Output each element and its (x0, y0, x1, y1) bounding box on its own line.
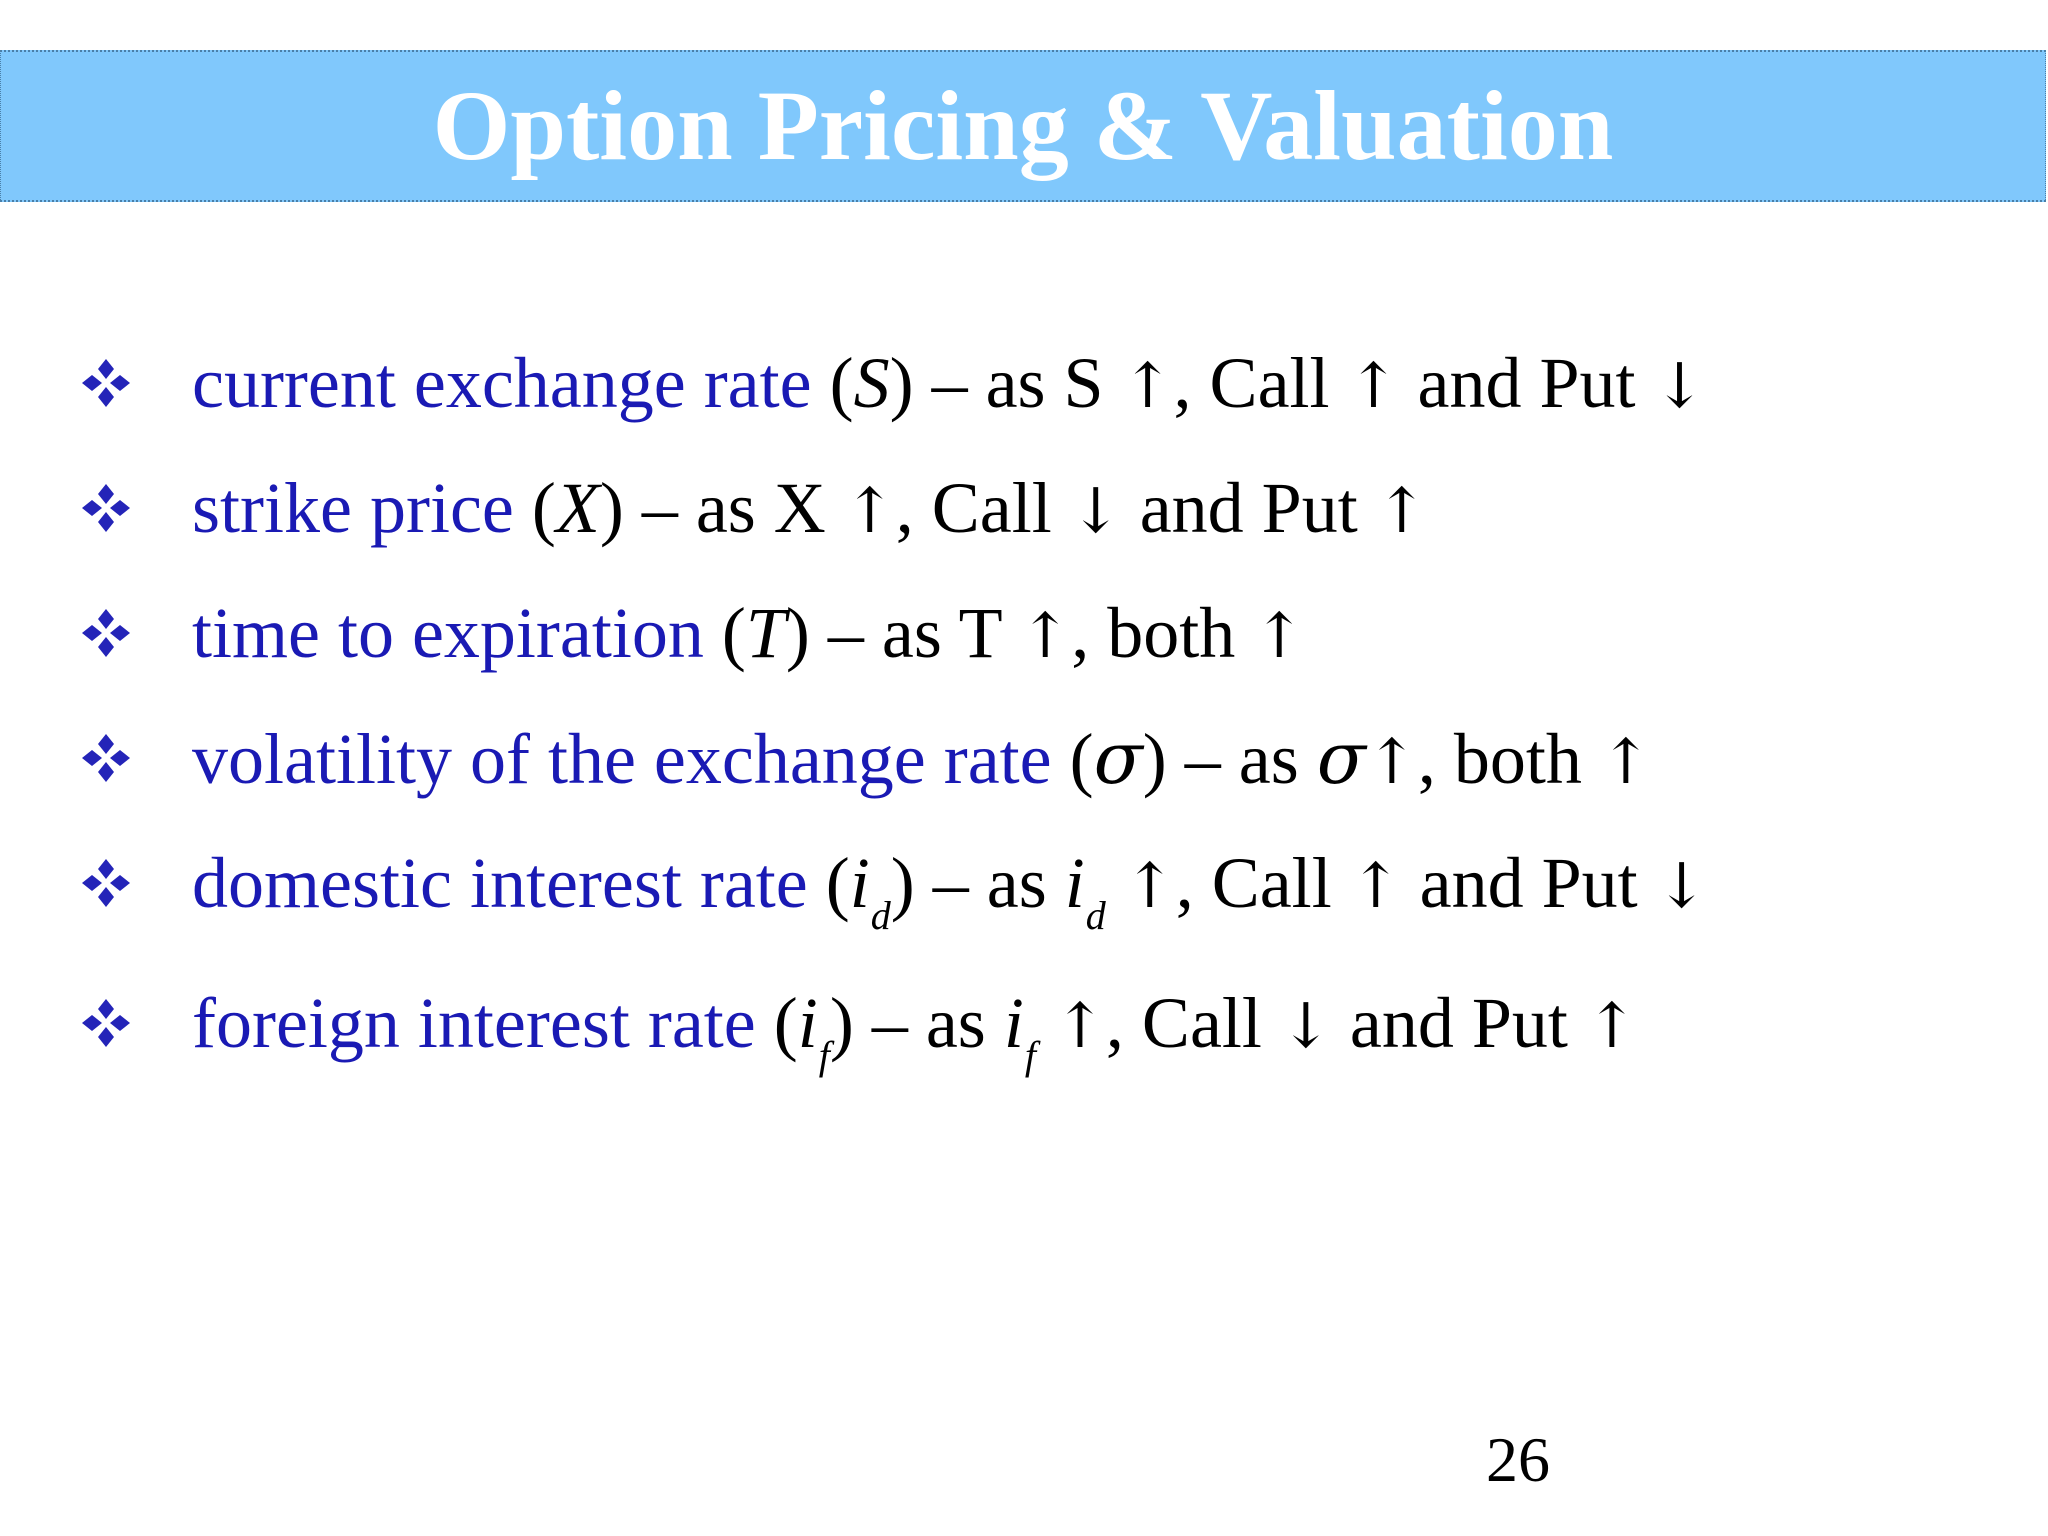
bullet-item-volatility: volatility of the exchange rate (σ) – as… (0, 708, 2048, 808)
bullet-term: domestic interest rate (192, 843, 808, 923)
close-paren: ) (1142, 719, 1167, 799)
bullet-symbol: σ (1093, 716, 1143, 800)
effect-text: , Call (895, 468, 1070, 548)
up-arrow-icon: ↑ (1347, 349, 1400, 422)
up-arrow-icon: ↑ (1121, 349, 1174, 422)
symbol-subscript: f (818, 1033, 830, 1078)
dash-as: – as (1166, 719, 1317, 799)
up-arrow-icon: ↑ (1365, 725, 1418, 798)
bullet-item-current-exchange-rate: current exchange rate (S) – as S ↑, Call… (0, 333, 2048, 433)
four-diamond-bullet-icon (82, 734, 130, 782)
bullet-term: volatility of the exchange rate (192, 719, 1052, 799)
dash-as: – as (809, 593, 959, 673)
close-paren: ) (889, 343, 914, 423)
bullet-variable: i (1003, 983, 1024, 1063)
open-paren: ( (1051, 719, 1094, 799)
bullet-variable: S (1063, 343, 1104, 423)
down-arrow-icon: ↓ (1069, 474, 1122, 547)
up-arrow-icon: ↑ (1123, 849, 1176, 922)
title-bar: Option Pricing & Valuation (0, 50, 2046, 202)
up-arrow-icon: ↑ (1253, 599, 1306, 672)
down-arrow-icon: ↓ (1655, 849, 1708, 922)
bullet-item-foreign-interest-rate: foreign interest rate (if) – as if ↑, Ca… (0, 973, 2048, 1078)
up-arrow-icon: ↑ (1599, 725, 1652, 798)
effect-text: , Call (1175, 843, 1350, 923)
bullet-variable: T (958, 593, 1002, 673)
open-paren: ( (807, 843, 850, 923)
bullet-variable: X (773, 468, 826, 548)
bullet-text: domestic interest rate (id) – as id ↑, C… (192, 833, 1708, 944)
bullet-term: time to expiration (192, 593, 704, 673)
bullet-text: strike price (X) – as X ↑, Call ↓ and Pu… (192, 458, 1428, 561)
bullet-text: time to expiration (T) – as T ↑, both ↑ (192, 583, 1305, 686)
bullet-symbol: S (853, 343, 890, 423)
slide-title: Option Pricing & Valuation (432, 70, 1614, 181)
open-paren: ( (703, 593, 746, 673)
bullet-text: volatility of the exchange rate (σ) – as… (192, 708, 1652, 812)
bullet-term: strike price (192, 468, 514, 548)
symbol-subscript: d (870, 893, 891, 938)
up-arrow-icon: ↑ (1585, 989, 1638, 1062)
close-paren: ) (890, 843, 915, 923)
close-paren: ) (599, 468, 624, 548)
effect-text: and Put (1399, 343, 1654, 423)
up-arrow-icon: ↑ (1019, 599, 1072, 672)
down-arrow-icon: ↓ (1279, 989, 1332, 1062)
bullet-symbol: i (797, 983, 818, 1063)
bullet-text: foreign interest rate (if) – as if ↑, Ca… (192, 973, 1638, 1084)
open-paren: ( (513, 468, 556, 548)
bullet-item-strike-price: strike price (X) – as X ↑, Call ↓ and Pu… (0, 458, 2048, 558)
down-arrow-icon: ↓ (1653, 349, 1706, 422)
bullet-text: current exchange rate (S) – as S ↑, Call… (192, 333, 1705, 436)
four-diamond-bullet-icon (82, 859, 130, 907)
effect-text: , Call (1173, 343, 1348, 423)
bullet-term: foreign interest rate (192, 983, 756, 1063)
bullet-symbol: i (849, 843, 870, 923)
up-arrow-icon: ↑ (1053, 989, 1106, 1062)
open-paren: ( (811, 343, 854, 423)
bullet-symbol: X (555, 468, 600, 548)
effect-text: , both (1071, 593, 1254, 673)
page-number: 26 (1486, 1424, 1550, 1495)
bullet-symbol: T (745, 593, 786, 673)
close-paren: ) (785, 593, 810, 673)
bullet-variable: σ (1316, 716, 1366, 800)
effect-text: , both (1417, 719, 1600, 799)
dash-as: – as (913, 343, 1064, 423)
bullet-term: current exchange rate (192, 343, 812, 423)
close-paren: ) (829, 983, 854, 1063)
dash-as: – as (623, 468, 774, 548)
four-diamond-bullet-icon (82, 359, 130, 407)
up-arrow-icon: ↑ (1349, 849, 1402, 922)
bullet-item-domestic-interest-rate: domestic interest rate (id) – as id ↑, C… (0, 833, 2048, 938)
bullet-item-time-to-expiration: time to expiration (T) – as T ↑, both ↑ (0, 583, 2048, 683)
effect-text: and Put (1401, 843, 1656, 923)
variable-subscript: d (1085, 893, 1106, 938)
dash-as: – as (914, 843, 1065, 923)
four-diamond-bullet-icon (82, 484, 130, 532)
four-diamond-bullet-icon (82, 609, 130, 657)
open-paren: ( (755, 983, 798, 1063)
dash-as: – as (853, 983, 1004, 1063)
up-arrow-icon: ↑ (1375, 474, 1428, 547)
bullet-variable: i (1064, 843, 1085, 923)
variable-subscript: f (1024, 1033, 1036, 1078)
up-arrow-icon: ↑ (843, 474, 896, 547)
four-diamond-bullet-icon (82, 999, 130, 1047)
effect-text: and Put (1331, 983, 1586, 1063)
effect-text: and Put (1121, 468, 1376, 548)
effect-text: , Call (1105, 983, 1280, 1063)
